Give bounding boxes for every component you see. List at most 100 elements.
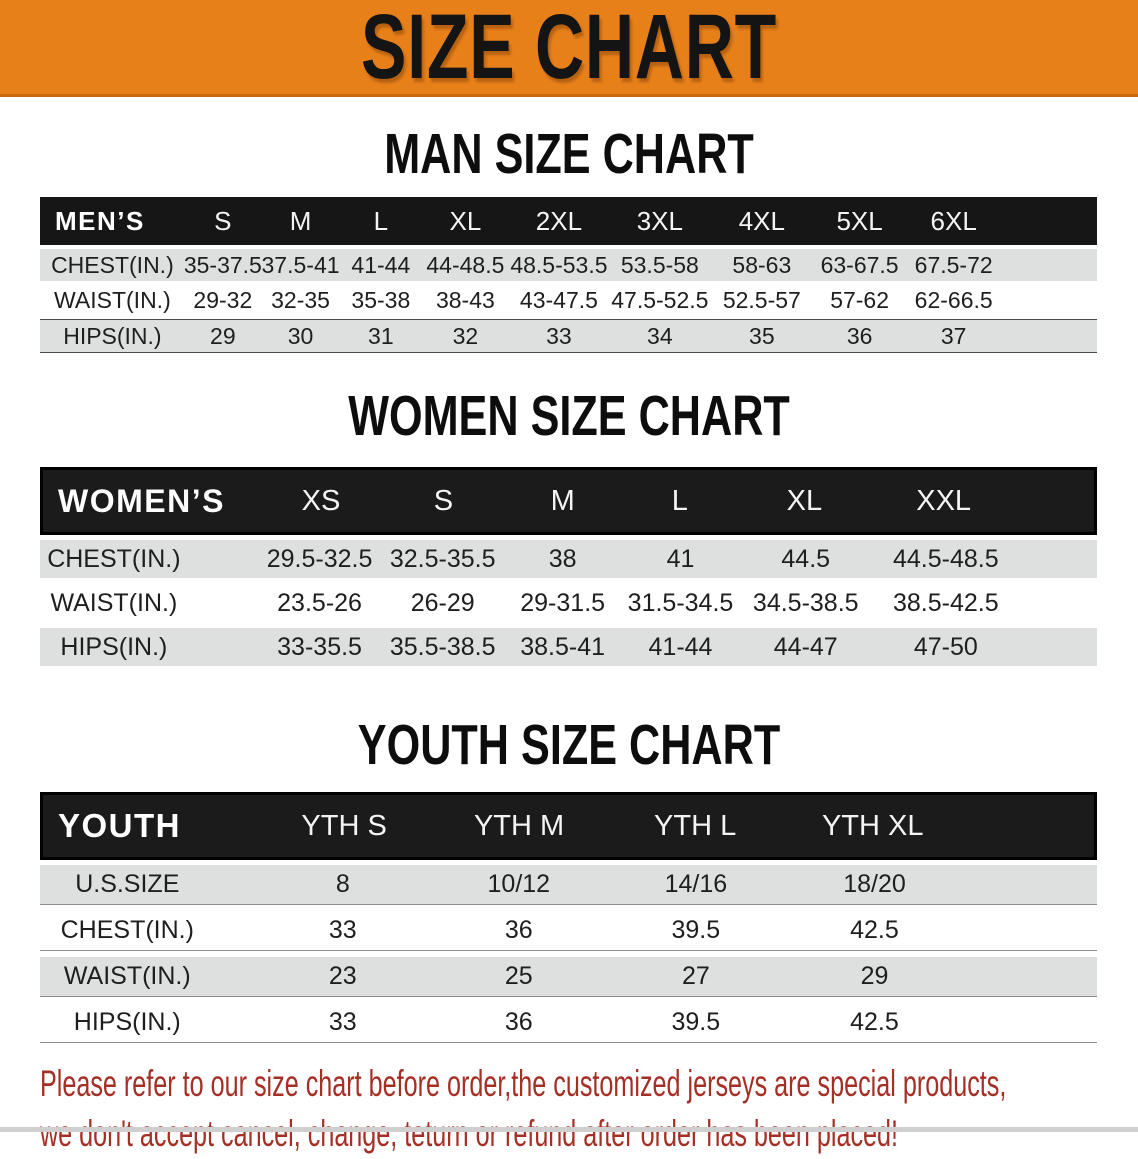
size-value-cell: 42.5 <box>850 1008 899 1036</box>
size-value-cell: 33 <box>328 1008 357 1036</box>
size-column-header: S <box>433 484 454 517</box>
size-value-cell: 41 <box>666 544 695 573</box>
women-section-heading: WOMEN SIZE CHART <box>348 384 790 448</box>
size-value-cell: 29-32 <box>193 286 253 313</box>
size-value-cell: 38 <box>548 544 577 573</box>
size-value-cell: 32 <box>452 322 479 349</box>
size-value-cell: 18/20 <box>843 870 906 898</box>
size-value-cell: 63-67.5 <box>820 251 899 278</box>
size-column-header: XXL <box>916 484 972 517</box>
size-column-header: S <box>214 205 232 236</box>
size-value-cell: 27 <box>681 962 710 990</box>
size-value-cell: 38.5-42.5 <box>892 588 999 617</box>
size-value-cell: 44.5 <box>781 544 831 573</box>
size-value-cell: 26-29 <box>410 588 475 617</box>
table-row-hips: HIPS(IN.) 33-35.5 35.5-38.5 38.5-41 41-4… <box>40 628 1097 666</box>
spacer-cell <box>964 865 1097 904</box>
size-value-cell: 41-44 <box>351 251 411 278</box>
size-value-cell: 29.5-32.5 <box>266 544 373 573</box>
size-value-cell: 39.5 <box>671 916 721 944</box>
table-row-chest: CHEST(IN.) 33 36 39.5 42.5 <box>40 911 1097 951</box>
table-row-us-size: U.S.SIZE 8 10/12 14/16 18/20 <box>40 865 1097 905</box>
size-value-cell: 33 <box>546 322 572 349</box>
bottom-edge-strip <box>0 1127 1138 1132</box>
size-column-header: L <box>671 484 688 517</box>
spacer-cell <box>1001 197 1097 245</box>
table-row-waist: WAIST(IN.) 23.5-26 26-29 29-31.5 31.5-34… <box>40 584 1097 622</box>
size-value-cell: 43-47.5 <box>519 286 598 313</box>
size-value-cell: 58-63 <box>732 251 792 278</box>
size-value-cell: 31 <box>368 322 394 349</box>
table-row-waist: WAIST(IN.) 23 25 27 29 <box>40 957 1097 997</box>
size-value-cell: 62-66.5 <box>914 286 993 313</box>
youth-section-heading: YOUTH SIZE CHART <box>357 713 781 777</box>
size-column-header: 3XL <box>636 205 683 236</box>
disclaimer-note: Please refer to our size chart before or… <box>40 1059 1138 1159</box>
size-value-cell: 37 <box>940 322 967 349</box>
row-label: CHEST(IN.) <box>51 251 174 278</box>
size-value-cell: 29 <box>860 962 889 990</box>
size-column-header: M <box>289 205 312 236</box>
size-value-cell: 31.5-34.5 <box>627 588 734 617</box>
spacer-cell <box>1001 249 1097 281</box>
spacer-cell <box>962 795 1094 857</box>
size-value-cell: 23.5-26 <box>277 588 362 617</box>
disclaimer-line-2: we don't accept cancel, change, teturn o… <box>40 1113 899 1154</box>
men-size-table: MEN’S S M L XL 2XL 3XL 4XL 5XL 6XL CHEST… <box>40 197 1097 353</box>
size-value-cell: 44-47 <box>773 632 838 661</box>
size-column-header: 4XL <box>738 205 785 236</box>
youth-size-table: YOUTH YTH S YTH M YTH L YTH XL U.S.SIZE … <box>40 792 1097 1043</box>
women-table-header-row: WOMEN’S XS S M L XL XXL <box>40 467 1097 535</box>
men-table-title: MEN’S <box>55 205 145 236</box>
size-chart-banner: SIZE CHART <box>0 0 1138 97</box>
row-label: U.S.SIZE <box>75 870 180 898</box>
size-value-cell: 23 <box>328 962 357 990</box>
size-value-cell: 36 <box>504 1008 533 1036</box>
spacer-cell <box>1020 584 1097 622</box>
size-column-header: 6XL <box>930 205 977 236</box>
size-column-header: M <box>550 484 575 517</box>
youth-table-title: YOUTH <box>58 807 181 844</box>
size-value-cell: 38-43 <box>435 286 495 313</box>
size-value-cell: 38.5-41 <box>520 632 606 661</box>
table-row-chest: CHEST(IN.) 35-37.5 37.5-41 41-44 44-48.5… <box>40 249 1097 281</box>
banner-title: SIZE CHART <box>361 0 777 98</box>
row-label: WAIST(IN.) <box>54 286 171 313</box>
row-label: HIPS(IN.) <box>63 322 162 349</box>
row-label: HIPS(IN.) <box>73 1008 181 1036</box>
size-value-cell: 36 <box>504 916 533 944</box>
size-column-header: 2XL <box>535 205 583 236</box>
size-column-header: L <box>373 205 389 236</box>
row-label: WAIST(IN.) <box>50 588 178 617</box>
spacer-cell <box>1001 284 1097 316</box>
size-value-cell: 67.5-72 <box>914 251 993 278</box>
size-column-header: XL <box>786 484 823 517</box>
men-table-header-row: MEN’S S M L XL 2XL 3XL 4XL 5XL 6XL <box>40 197 1097 245</box>
size-column-header: 5XL <box>836 205 883 236</box>
size-value-cell: 34.5-38.5 <box>752 588 859 617</box>
size-column-header: XL <box>449 205 482 236</box>
size-value-cell: 34 <box>647 322 673 349</box>
row-label: WAIST(IN.) <box>63 962 191 990</box>
size-value-cell: 33-35.5 <box>277 632 362 661</box>
size-value-cell: 25 <box>504 962 533 990</box>
size-value-cell: 35.5-38.5 <box>389 632 496 661</box>
size-value-cell: 10/12 <box>487 870 551 898</box>
spacer-cell <box>1017 470 1094 532</box>
row-label: CHEST(IN.) <box>60 916 194 944</box>
size-column-header: YTH M <box>473 809 565 842</box>
women-size-table: WOMEN’S XS S M L XL XXL CHEST(IN.) 29.5-… <box>40 467 1097 666</box>
size-value-cell: 32-35 <box>271 286 330 313</box>
size-value-cell: 35 <box>749 322 775 349</box>
size-value-cell: 53.5-58 <box>620 251 699 278</box>
size-value-cell: 44-48.5 <box>426 251 505 278</box>
size-value-cell: 44.5-48.5 <box>892 544 999 573</box>
table-row-waist: WAIST(IN.) 29-32 32-35 35-38 38-43 43-47… <box>40 284 1097 316</box>
spacer-cell <box>1001 320 1097 352</box>
size-value-cell: 39.5 <box>671 1008 721 1036</box>
size-value-cell: 8 <box>335 870 350 898</box>
size-value-cell: 33 <box>328 916 357 944</box>
size-value-cell: 48.5-53.5 <box>510 251 608 278</box>
table-row-hips: HIPS(IN.) 33 36 39.5 42.5 <box>40 1003 1097 1043</box>
size-value-cell: 35-37.5 <box>183 251 262 278</box>
